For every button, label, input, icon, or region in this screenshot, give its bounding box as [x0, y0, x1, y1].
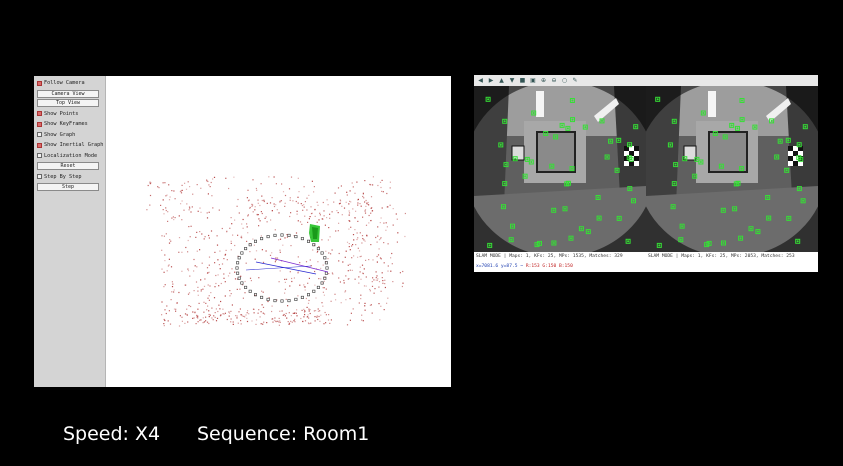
- checkbox-icon: [37, 80, 42, 86]
- left-camera-image: [474, 86, 646, 252]
- checkbox-icon: [37, 174, 42, 180]
- zoom-in-icon[interactable]: ⊕: [540, 77, 547, 84]
- arrow-up-icon[interactable]: ▲: [499, 77, 504, 84]
- map-points: [146, 176, 406, 327]
- camera-view-button[interactable]: Camera View: [37, 89, 99, 98]
- step-by-step-label: Step By Step: [44, 173, 82, 180]
- follow-camera-label: Follow Camera: [44, 80, 85, 87]
- sequence-caption: Sequence: Room1: [197, 423, 370, 445]
- right-camera-image: [646, 86, 818, 252]
- show-points-checkbox[interactable]: Show Points: [37, 109, 105, 120]
- current-camera-icon: [309, 224, 320, 242]
- zoom-out-icon[interactable]: ⊖: [551, 77, 557, 84]
- keyframe-trajectory: [235, 233, 329, 303]
- localization-mode-label: Localization Mode: [44, 152, 98, 159]
- left-camera-frame: [474, 86, 646, 252]
- show-inertial-graph-label: Show Inertial Graph: [44, 142, 104, 149]
- follow-camera-checkbox[interactable]: Follow Camera: [37, 78, 105, 89]
- show-points-label: Show Points: [44, 110, 79, 117]
- tracking-status-bar: SLAM MODE | Maps: 1, KFs: 25, MPs: 1535,…: [474, 252, 818, 262]
- 3d-map-canvas[interactable]: [106, 76, 451, 387]
- save-icon[interactable]: ■: [519, 77, 526, 84]
- image-viewer-window: ◀ ▶ ▲ ▼ ■ ▣ ⊕ ⊖ ○ ✎ SLAM MODE | Maps: 1, KFs: 25,…: [474, 75, 818, 272]
- arrow-right-icon[interactable]: ▶: [488, 77, 494, 84]
- show-inertial-graph-checkbox[interactable]: Show Inertial Graph: [37, 140, 105, 151]
- magnifier-icon[interactable]: ○: [561, 77, 568, 84]
- image-toolbar: ◀ ▶ ▲ ▼ ■ ▣ ⊕ ⊖ ○ ✎: [474, 75, 818, 86]
- checkbox-icon: [37, 142, 42, 148]
- show-graph-label: Show Graph: [44, 131, 76, 138]
- checkbox-icon: [37, 121, 42, 127]
- cursor-position-text: x=7081.6 y=87.5 ~: [476, 264, 524, 269]
- show-keyframes-label: Show KeyFrames: [44, 121, 88, 128]
- map-viewer-window: Follow Camera Camera View Top View Show …: [34, 76, 451, 387]
- show-graph-checkbox[interactable]: Show Graph: [37, 130, 105, 141]
- arrow-down-icon[interactable]: ▼: [509, 77, 515, 84]
- viewer-control-panel: Follow Camera Camera View Top View Show …: [34, 76, 106, 387]
- reset-button[interactable]: Reset: [37, 162, 99, 170]
- speed-caption: Speed: X4: [63, 423, 161, 445]
- checkbox-icon: [37, 132, 42, 138]
- show-keyframes-checkbox[interactable]: Show KeyFrames: [37, 119, 105, 130]
- arrow-left-icon[interactable]: ◀: [478, 77, 483, 84]
- pixel-value-text: R:153 G:150 B:150: [525, 264, 573, 269]
- zoom-icon[interactable]: ▣: [530, 77, 536, 84]
- pixel-info-line: x=7081.6 y=87.5 ~ R:153 G:150 B:150: [474, 262, 818, 272]
- step-button[interactable]: Step: [37, 183, 99, 191]
- right-status-text: SLAM MODE | Maps: 1, KFs: 25, MPs: 2053,…: [648, 254, 795, 259]
- top-view-button[interactable]: Top View: [37, 99, 99, 107]
- checkbox-icon: [37, 153, 42, 159]
- checkbox-icon: [37, 111, 42, 117]
- step-by-step-checkbox[interactable]: Step By Step: [37, 172, 105, 183]
- edit-icon[interactable]: ✎: [572, 77, 578, 84]
- point-cloud-map: [146, 176, 406, 327]
- localization-mode-checkbox[interactable]: Localization Mode: [37, 151, 105, 162]
- left-status-text: SLAM MODE | Maps: 1, KFs: 25, MPs: 1535,…: [476, 254, 623, 259]
- right-camera-frame: [646, 86, 818, 252]
